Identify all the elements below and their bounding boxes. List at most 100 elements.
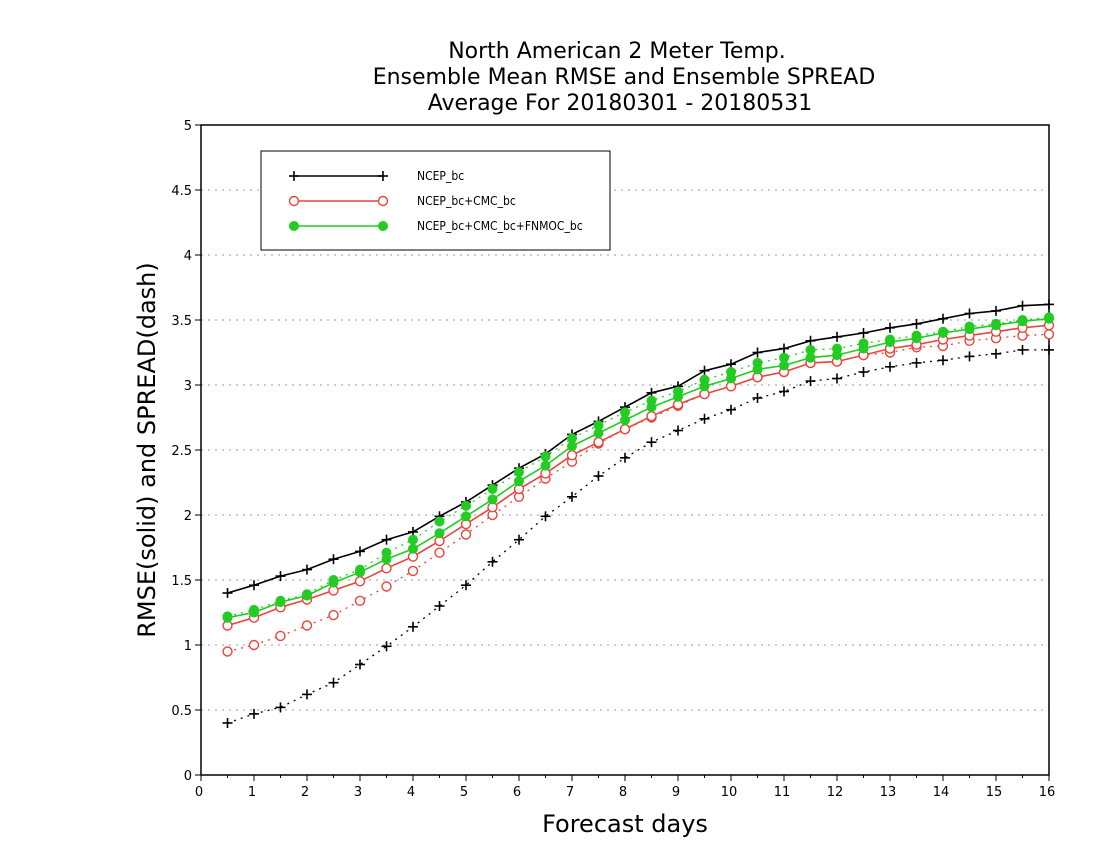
x-tick-label-0: 0 (195, 785, 203, 800)
rmse-point (328, 554, 339, 565)
spread-point (540, 511, 551, 522)
rmse-point (752, 347, 763, 358)
x-axis-label: Forecast days (542, 810, 708, 838)
rmse-point (1044, 299, 1054, 310)
spread-point (832, 373, 842, 384)
spread-point (434, 516, 445, 527)
rmse-point (381, 554, 392, 565)
rmse-point (249, 607, 259, 618)
x-tick-label-13: 13 (880, 785, 897, 800)
rmse-point (222, 588, 233, 598)
rmse-point (328, 577, 339, 588)
rmse-point (646, 411, 657, 422)
x-tick-label-10: 10 (721, 785, 738, 800)
series-2 (222, 312, 1054, 623)
rmse-point (911, 318, 922, 329)
rmse-point (540, 460, 551, 471)
legend-label-2: NCEP_bc+CMC_bc+FNMOC_bc (417, 219, 583, 233)
spread-point (248, 639, 260, 651)
spread-point (222, 646, 233, 657)
y-tick-label-4: 2 (184, 509, 192, 524)
spread-point (275, 630, 286, 642)
rmse-point (673, 391, 683, 402)
rmse-point (249, 580, 259, 591)
rmse-point (1017, 300, 1028, 311)
x-tick-label-1: 1 (248, 785, 256, 800)
legend-label-0: NCEP_bc (417, 169, 464, 183)
spread-point (1043, 329, 1055, 340)
rmse-point (434, 528, 445, 539)
rmse-point (726, 373, 736, 384)
rmse-point (885, 322, 895, 333)
series-1 (222, 320, 1055, 657)
rmse-point (805, 335, 816, 346)
x-tick-label-14: 14 (933, 785, 950, 800)
rmse-point (566, 450, 578, 461)
rmse-line-2 (227, 317, 1050, 619)
legend-marker-end-1 (377, 195, 389, 207)
rmse-point (619, 424, 631, 435)
rmse-point (938, 328, 948, 338)
rmse-point (699, 381, 710, 392)
x-tick-label-3: 3 (354, 785, 362, 800)
series-0 (222, 299, 1054, 728)
spread-point (487, 556, 498, 567)
rmse-point (885, 337, 895, 348)
x-tick-label-15: 15 (986, 785, 1003, 800)
rmse-point (275, 597, 286, 608)
rmse-point (964, 308, 975, 319)
rmse-point (593, 428, 604, 439)
spread-point (911, 357, 922, 368)
spread-point (381, 641, 392, 652)
spread-point (752, 393, 763, 403)
legend: NCEP_bc NCEP_bc+CMC_bc NCEP_bc+CMC_bc+FNMO… (260, 150, 611, 251)
spread-point (275, 702, 286, 713)
rmse-point (1044, 313, 1054, 324)
spread-point (885, 361, 895, 372)
spread-point (620, 452, 630, 463)
rmse-point (461, 511, 471, 522)
rmse-point (779, 343, 789, 354)
title-line-1: North American 2 Meter Temp. (448, 39, 786, 64)
rmse-point (991, 305, 1001, 316)
spread-point (964, 351, 975, 362)
spread-point (355, 659, 365, 670)
spread-line-0 (227, 349, 1049, 724)
x-tick-label-5: 5 (460, 785, 468, 800)
spread-point (408, 534, 418, 545)
x-tick-label-11: 11 (774, 785, 791, 800)
legend-label-1: NCEP_bc+CMC_bc (417, 194, 516, 208)
y-tick-label-0: 0 (184, 769, 192, 784)
legend-marker-start-2 (289, 221, 299, 231)
spread-point (487, 484, 498, 494)
spread-point (567, 491, 577, 502)
spread-point (301, 620, 313, 631)
spread-point (408, 621, 418, 632)
y-tick-label-5: 2.5 (171, 444, 192, 459)
rmse-line-0 (227, 303, 1050, 594)
rmse-line-1 (227, 324, 1050, 627)
legend-marker-start-0 (289, 171, 299, 181)
spread-point (407, 565, 419, 577)
x-tick-label-4: 4 (407, 785, 415, 800)
spread-point (805, 376, 816, 387)
rmse-point (408, 543, 418, 554)
rmse-point (567, 441, 577, 452)
rmse-point (646, 402, 657, 413)
rmse-point (1017, 316, 1028, 327)
rmse-point (222, 612, 233, 623)
x-tick-label-6: 6 (513, 785, 521, 800)
legend-marker-end-2 (378, 221, 388, 231)
spread-point (699, 413, 710, 424)
rmse-point (355, 546, 365, 557)
rmse-point (832, 331, 842, 342)
series (222, 299, 1055, 728)
spread-point (991, 348, 1001, 359)
rmse-point (779, 360, 789, 371)
spread-point (779, 386, 789, 397)
x-tick-label-7: 7 (566, 785, 574, 800)
spread-line-1 (227, 333, 1050, 653)
rmse-point (275, 571, 286, 582)
rmse-point (699, 365, 710, 376)
spread-point (381, 581, 392, 592)
